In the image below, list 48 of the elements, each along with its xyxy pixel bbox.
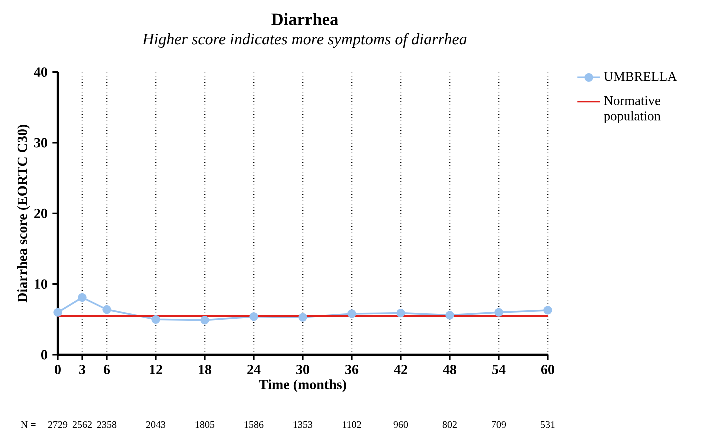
point	[446, 311, 454, 320]
point	[200, 316, 210, 325]
text: 2358	[97, 421, 117, 428]
y-tick-label: 10	[35, 280, 48, 290]
text: 531	[541, 421, 555, 428]
legend-label: Normative population	[604, 96, 661, 124]
text: 2562	[72, 421, 92, 428]
text: 2043	[146, 421, 166, 428]
x-tick-label: 36	[346, 365, 359, 374]
x-tick-label: 48	[443, 365, 457, 374]
point	[348, 310, 356, 318]
x-tick-label: 3	[80, 365, 86, 374]
x-tick-label: 0	[55, 365, 61, 374]
text: 1102	[343, 421, 362, 428]
y-tick-label: 20	[34, 208, 48, 218]
y-axis-title: Diarrhea score (EORTC C30)	[17, 125, 30, 303]
point	[494, 308, 504, 317]
text: 960	[394, 421, 408, 428]
x-tick-label: 30	[296, 365, 310, 374]
text: N =	[21, 422, 36, 428]
point	[152, 315, 160, 324]
point	[250, 312, 258, 322]
x-tick-label: 60	[541, 365, 554, 374]
x-tick-label: 24	[248, 365, 261, 374]
text: 1586	[244, 421, 264, 428]
chart-title: Diarrhea	[272, 13, 338, 26]
y-tick-label: 40	[34, 68, 48, 78]
x-tick-label: 54	[492, 365, 506, 374]
text: 1805	[196, 421, 215, 428]
legend-label: UMBRELLA	[604, 72, 678, 82]
x-axis-title: Time (months)	[259, 380, 346, 392]
x-tick-label: 18	[199, 365, 212, 374]
y-tick-label: 0	[41, 350, 48, 360]
point	[396, 308, 406, 318]
point	[544, 306, 552, 315]
point	[54, 308, 62, 317]
y-tick-label: 30	[34, 138, 48, 148]
text: 2729	[48, 421, 68, 428]
point	[102, 305, 112, 314]
text: 802	[442, 421, 457, 428]
text: 1353	[294, 421, 313, 428]
point	[298, 313, 308, 322]
x-tick-label: 6	[104, 365, 110, 374]
point	[78, 293, 87, 302]
x-tick-label: 42	[394, 365, 408, 374]
x-tick-label: 12	[150, 365, 162, 374]
chart-subtitle: Higher score indicates more symptoms of diarrhea	[142, 33, 467, 48]
text: 709	[492, 421, 506, 428]
